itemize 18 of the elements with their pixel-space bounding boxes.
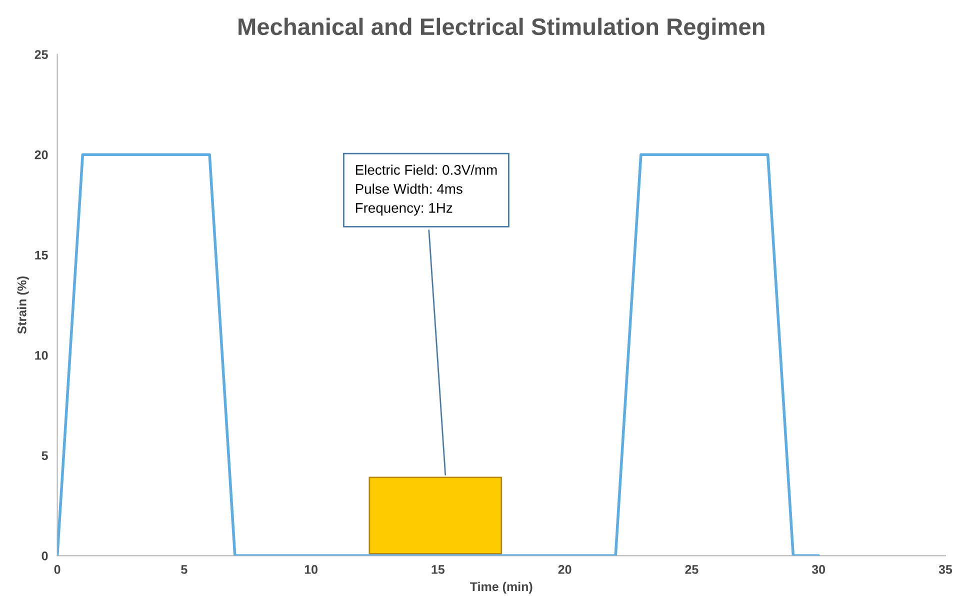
x-tick-label: 10 — [304, 565, 318, 574]
x-axis-title: Time (min) — [470, 582, 532, 594]
y-tick-label: 15 — [35, 250, 48, 260]
x-tick-label: 5 — [181, 565, 188, 574]
annotation: Electric Field: 0.3V/mm Pulse Width: 4ms Frequency: 1Hz — [356, 164, 497, 216]
x-tick-label: 30 — [812, 565, 826, 574]
chart-title: Mechanical and Electrical Stimulation Regimen — [238, 18, 764, 40]
x-tick-label: 25 — [685, 565, 698, 574]
x-tick-label: 0 — [54, 565, 60, 574]
y-tick-label: 10 — [35, 350, 48, 360]
x-tick-label: 20 — [558, 565, 572, 574]
y-axis-title: Strain (%) — [17, 276, 29, 334]
y-tick-label: 25 — [34, 50, 48, 60]
y-tick-label: 5 — [42, 451, 48, 460]
x-tick-label: 15 — [432, 565, 445, 574]
y-tick-label: 20 — [34, 150, 48, 160]
y-tick-label: 0 — [42, 551, 48, 560]
x-tick-label: 35 — [938, 565, 952, 574]
